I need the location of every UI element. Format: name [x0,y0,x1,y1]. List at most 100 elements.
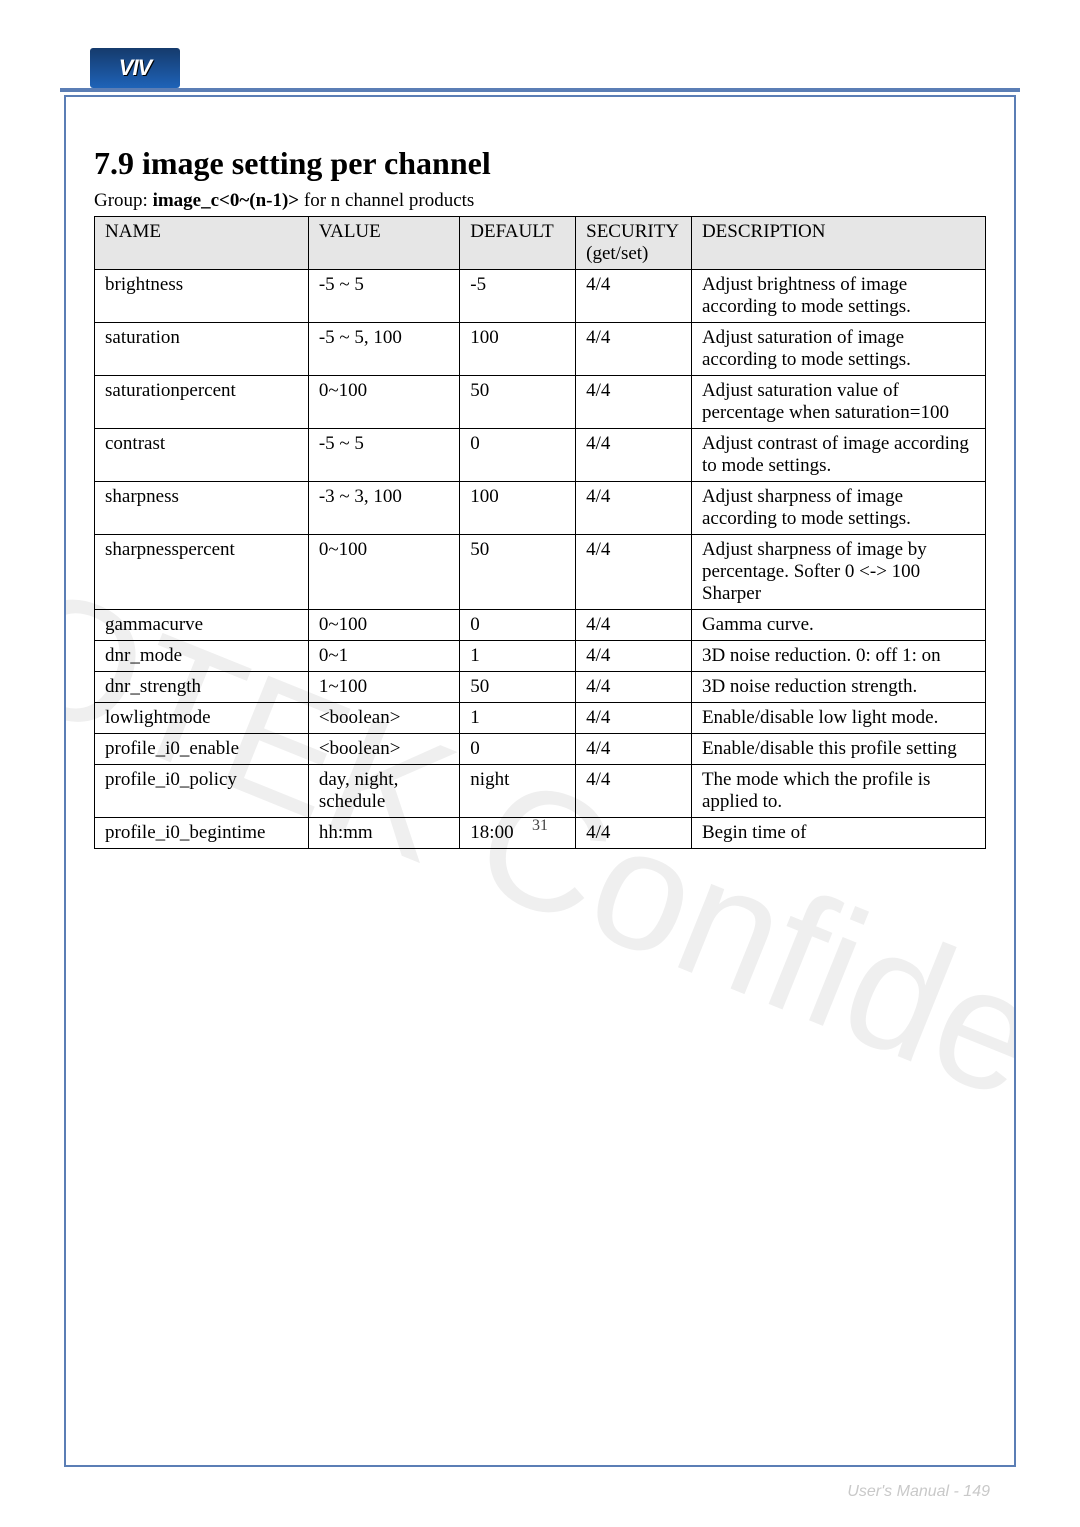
cell-desc: 3D noise reduction strength. [691,672,985,703]
cell-default: -5 [460,270,576,323]
col-security-label: SECURITY [586,221,681,243]
section-name: image setting per channel [142,145,491,181]
table-row: gammacurve0~10004/4Gamma curve. [95,610,986,641]
cell-security: 4/4 [576,429,692,482]
cell-value: 0~1 [308,641,459,672]
cell-value: day, night, schedule [308,765,459,818]
group-label: Group: [94,190,148,211]
table-body: brightness-5 ~ 5-54/4Adjust brightness o… [95,270,986,849]
cell-name: profile_i0_enable [95,734,309,765]
col-security-sub: (get/set) [586,243,681,265]
logo-text: VIV [119,55,151,81]
cell-default: 50 [460,535,576,610]
col-description: DESCRIPTION [691,217,985,270]
brand-name: VIVOTEK [674,50,990,67]
cell-default: 100 [460,482,576,535]
cell-security: 4/4 [576,641,692,672]
page-number: 31 [66,817,1014,835]
group-name: image_c<0~(n-1)> [153,190,300,211]
cell-desc: Enable/disable this profile setting [691,734,985,765]
cell-name: sharpness [95,482,309,535]
cell-default: 100 [460,323,576,376]
cell-default: 0 [460,429,576,482]
cell-security: 4/4 [576,270,692,323]
table-row: dnr_strength1~100504/43D noise reduction… [95,672,986,703]
cell-desc: 3D noise reduction. 0: off 1: on [691,641,985,672]
cell-default: 1 [460,641,576,672]
header-divider [60,88,1020,92]
table-row: lowlightmode<boolean>14/4Enable/disable … [95,703,986,734]
cell-security: 4/4 [576,734,692,765]
table-row: brightness-5 ~ 5-54/4Adjust brightness o… [95,270,986,323]
cell-value: 0~100 [308,610,459,641]
cell-desc: Adjust sharpness of image according to m… [691,482,985,535]
cell-value: -3 ~ 3, 100 [308,482,459,535]
cell-desc: Adjust sharpness of image by percentage.… [691,535,985,610]
table-row: saturation-5 ~ 5, 1001004/4Adjust satura… [95,323,986,376]
cell-desc: Adjust saturation value of percentage wh… [691,376,985,429]
col-value: VALUE [308,217,459,270]
cell-value: -5 ~ 5 [308,270,459,323]
section-title: 7.9 image setting per channel [94,145,986,182]
cell-default: 50 [460,672,576,703]
cell-desc: The mode which the profile is applied to… [691,765,985,818]
cell-security: 4/4 [576,535,692,610]
cell-value: <boolean> [308,734,459,765]
table-row: sharpness-3 ~ 3, 1001004/4Adjust sharpne… [95,482,986,535]
cell-name: dnr_mode [95,641,309,672]
page-header: VIV VIVOTEK URL Command Document for All… [0,0,1080,88]
content-frame: VIVOTEK Confidential 7.9 image setting p… [64,95,1016,1467]
cell-value: <boolean> [308,703,459,734]
cell-value: 0~100 [308,535,459,610]
table-head: NAME VALUE DEFAULT SECURITY (get/set) DE… [95,217,986,270]
header-right: VIVOTEK URL Command Document for All Ser… [674,50,990,88]
params-table: NAME VALUE DEFAULT SECURITY (get/set) DE… [94,216,986,849]
cell-name: contrast [95,429,309,482]
cell-desc: Adjust contrast of image according to mo… [691,429,985,482]
col-default: DEFAULT [460,217,576,270]
cell-name: gammacurve [95,610,309,641]
cell-security: 4/4 [576,482,692,535]
doc-title: URL Command Document for All Series [674,67,990,88]
cell-security: 4/4 [576,703,692,734]
cell-security: 4/4 [576,765,692,818]
cell-default: 50 [460,376,576,429]
cell-value: -5 ~ 5, 100 [308,323,459,376]
cell-desc: Enable/disable low light mode. [691,703,985,734]
cell-value: -5 ~ 5 [308,429,459,482]
cell-security: 4/4 [576,376,692,429]
cell-value: 1~100 [308,672,459,703]
cell-name: dnr_strength [95,672,309,703]
group-line: Group: image_c<0~(n-1)> for n channel pr… [94,190,986,212]
group-suffix: for n channel products [299,190,474,211]
cell-default: 0 [460,734,576,765]
cell-default: 1 [460,703,576,734]
brand-logo: VIV [90,48,180,88]
table-row: contrast-5 ~ 504/4Adjust contrast of ima… [95,429,986,482]
table-head-row: NAME VALUE DEFAULT SECURITY (get/set) DE… [95,217,986,270]
cell-name: saturation [95,323,309,376]
cell-name: profile_i0_policy [95,765,309,818]
cell-security: 4/4 [576,610,692,641]
cell-default: night [460,765,576,818]
cell-desc: Gamma curve. [691,610,985,641]
footer-right: User's Manual - 149 [847,1483,990,1501]
table-row: saturationpercent0~100504/4Adjust satura… [95,376,986,429]
table-row: profile_i0_enable<boolean>04/4Enable/dis… [95,734,986,765]
col-name: NAME [95,217,309,270]
cell-name: lowlightmode [95,703,309,734]
cell-desc: Adjust saturation of image according to … [691,323,985,376]
cell-name: saturationpercent [95,376,309,429]
section-number: 7.9 [94,145,134,181]
col-security: SECURITY (get/set) [576,217,692,270]
cell-default: 0 [460,610,576,641]
cell-security: 4/4 [576,672,692,703]
cell-value: 0~100 [308,376,459,429]
cell-security: 4/4 [576,323,692,376]
table-row: dnr_mode0~114/43D noise reduction. 0: of… [95,641,986,672]
table-row: sharpnesspercent0~100504/4Adjust sharpne… [95,535,986,610]
cell-desc: Adjust brightness of image according to … [691,270,985,323]
content-inner: 7.9 image setting per channel Group: ima… [66,97,1014,849]
cell-name: brightness [95,270,309,323]
table-row: profile_i0_policyday, night, schedulenig… [95,765,986,818]
